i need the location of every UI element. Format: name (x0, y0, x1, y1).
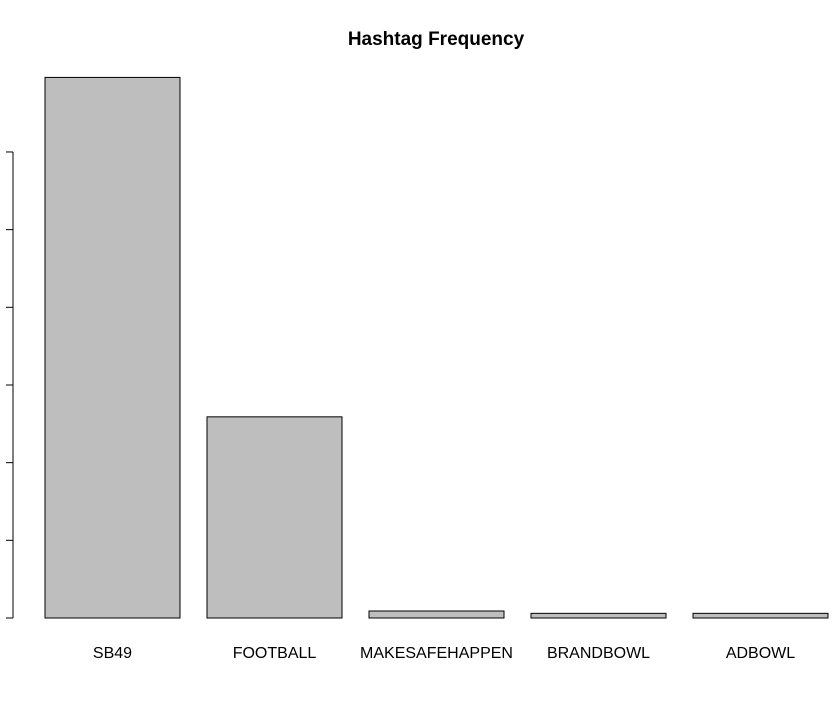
x-tick-label: ADBOWL (726, 645, 795, 662)
bar (44, 76, 181, 619)
x-tick-label: FOOTBALL (233, 645, 317, 662)
x-tick-label: BRANDBOWL (547, 645, 650, 662)
bar (530, 612, 667, 619)
x-tick-label: MAKESAFEHAPPEN (360, 645, 513, 662)
chart-title: Hashtag Frequency (348, 29, 525, 50)
bar (692, 612, 829, 619)
x-tick-label: SB49 (93, 645, 132, 662)
bar (206, 416, 343, 619)
bar (368, 610, 505, 619)
